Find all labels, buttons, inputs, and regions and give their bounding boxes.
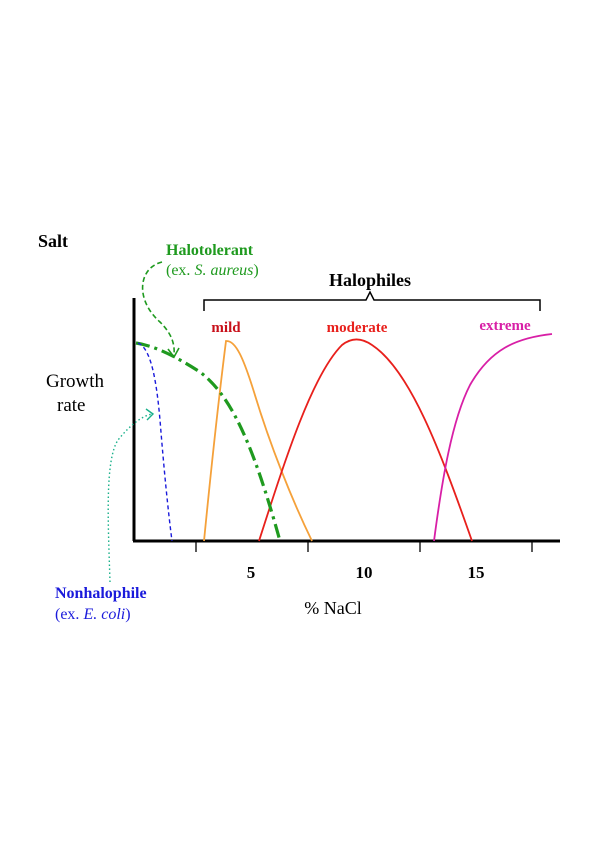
nonhalophile-growth-curve [137, 342, 173, 542]
moderate-growth-curve [258, 338, 473, 542]
halotolerant-example-suffix: ) [253, 262, 258, 279]
halotolerant-pointer-arrow [141, 261, 175, 357]
nonhalophile-example-species: E. coli [82, 606, 125, 623]
nonhalophile-pointer-arrow [107, 413, 153, 583]
halotolerant-example-prefix: (ex. [166, 262, 194, 279]
extreme-curve-label: extreme [479, 318, 531, 334]
x-tick-label-10: 10 [356, 563, 373, 582]
nonhalophile-arrowhead [145, 408, 155, 421]
halotolerant-growth-curve [135, 341, 282, 542]
nonhalophile-example: (ex. E. coli) [55, 606, 131, 623]
nonhalophile-example-prefix: (ex. [55, 606, 83, 623]
mild-curve-label: mild [211, 320, 241, 336]
diagram-title: Salt [38, 231, 68, 251]
moderate-curve-label: moderate [327, 320, 388, 336]
halotolerant-example-species: S. aureus [194, 262, 253, 279]
x-tick-label-15: 15 [468, 563, 485, 582]
y-axis-label-line2: rate [57, 395, 85, 416]
extreme-growth-curve [433, 333, 553, 542]
nonhalophile-label: Nonhalophile [55, 585, 147, 602]
mild-growth-curve [203, 340, 313, 542]
x-tick-label-5: 5 [247, 563, 256, 582]
halotolerant-label: Halotolerant [166, 242, 254, 259]
halophiles-bracket-label: Halophiles [329, 270, 411, 290]
x-axis-label: % NaCl [304, 598, 362, 618]
halotolerant-example: (ex. S. aureus) [166, 262, 259, 279]
y-axis-label-line1: Growth [46, 371, 105, 392]
nonhalophile-example-suffix: ) [125, 606, 130, 623]
halophiles-bracket [203, 290, 541, 311]
